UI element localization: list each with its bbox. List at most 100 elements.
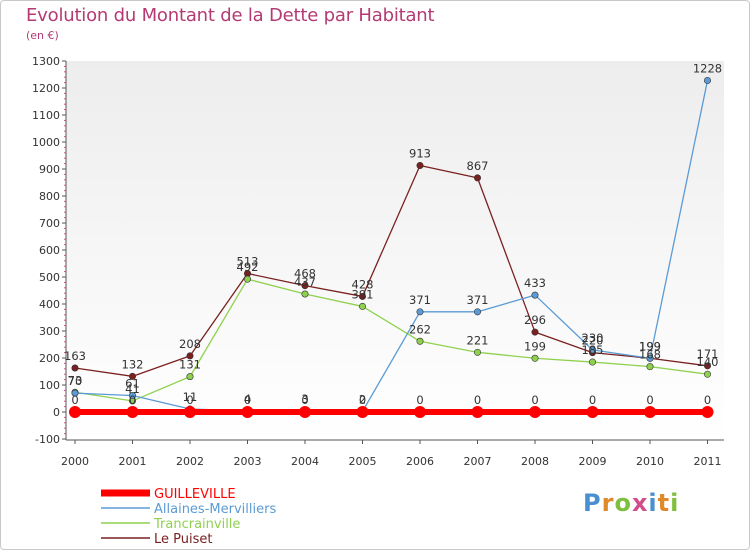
data-label: 0 bbox=[129, 393, 136, 407]
y-tick-label: 1200 bbox=[32, 82, 60, 95]
logo-letter: t bbox=[657, 489, 671, 517]
data-label: 0 bbox=[531, 393, 538, 407]
data-label: 371 bbox=[409, 293, 431, 307]
logo-letter: i bbox=[670, 489, 680, 517]
data-point bbox=[473, 308, 481, 316]
y-tick-label: 300 bbox=[39, 325, 60, 338]
plot-background bbox=[66, 61, 724, 440]
data-point bbox=[358, 292, 366, 300]
data-label: 70 bbox=[68, 374, 83, 388]
x-tick-label: 2003 bbox=[234, 455, 262, 468]
data-label: 371 bbox=[467, 293, 489, 307]
data-labels: 0 0 0 0 0 0 0 0 0 0 0 0 70 61 11 4 3 2 371 371 433 230 199 1228… bbox=[64, 61, 722, 407]
data-label: 3 bbox=[301, 392, 308, 406]
axes: -100010020030040050060070080090010001100… bbox=[32, 55, 724, 468]
data-point bbox=[531, 354, 539, 362]
data-point bbox=[416, 337, 424, 345]
series-line bbox=[74, 80, 709, 413]
y-tick-label: 600 bbox=[39, 244, 60, 257]
logo-letter: i bbox=[648, 489, 658, 517]
logo-letter: o bbox=[614, 489, 632, 517]
y-tick-label: 1300 bbox=[32, 55, 60, 68]
y-tick-label: 800 bbox=[39, 190, 60, 203]
proxiti-logo: Proxiti bbox=[583, 489, 679, 517]
data-point bbox=[241, 406, 254, 418]
data-label: 867 bbox=[467, 159, 489, 173]
series-lines bbox=[74, 80, 709, 415]
chart-title: Evolution du Montant de la Dette par Hab… bbox=[26, 5, 435, 26]
data-point bbox=[186, 352, 194, 360]
data-point bbox=[71, 389, 79, 397]
data-label: 0 bbox=[704, 393, 711, 407]
data-point bbox=[186, 373, 194, 381]
data-label: 391 bbox=[352, 287, 374, 301]
data-point bbox=[473, 348, 481, 356]
data-label: 41 bbox=[125, 382, 140, 396]
data-label: 163 bbox=[64, 349, 86, 363]
data-label: 0 bbox=[244, 393, 251, 407]
data-label: 0 bbox=[359, 393, 366, 407]
y-tick-label: 1100 bbox=[32, 109, 60, 122]
data-label: 199 bbox=[524, 339, 546, 353]
data-label: 913 bbox=[409, 146, 431, 160]
x-tick-label: 2001 bbox=[119, 455, 147, 468]
x-tick-label: 2002 bbox=[176, 455, 204, 468]
data-point bbox=[299, 406, 311, 418]
data-label: 0 bbox=[301, 393, 308, 407]
x-tick-label: 2010 bbox=[636, 455, 664, 468]
data-label: 168 bbox=[639, 348, 661, 362]
data-point bbox=[414, 406, 426, 418]
data-label: 220 bbox=[582, 334, 604, 348]
data-label: 2 bbox=[359, 392, 366, 406]
data-point bbox=[471, 406, 484, 418]
x-tick-label: 2011 bbox=[694, 455, 722, 468]
data-label: 262 bbox=[409, 322, 431, 336]
data-label: 140 bbox=[697, 355, 719, 369]
data-point bbox=[71, 364, 79, 372]
y-tick-label: 0 bbox=[53, 406, 60, 419]
data-label: 468 bbox=[294, 267, 316, 281]
y-tick-label: 700 bbox=[39, 217, 60, 230]
data-label: 433 bbox=[524, 276, 546, 290]
y-tick-label: 400 bbox=[39, 298, 60, 311]
data-point bbox=[646, 354, 654, 362]
data-point bbox=[588, 346, 596, 354]
series-line bbox=[74, 278, 708, 402]
x-tick-label: 2009 bbox=[579, 455, 607, 468]
x-tick-label: 2005 bbox=[349, 455, 377, 468]
data-label: 61 bbox=[125, 377, 140, 391]
logo-letter: x bbox=[631, 489, 649, 517]
data-label: 171 bbox=[697, 347, 719, 361]
x-tick-label: 2007 bbox=[464, 455, 492, 468]
legend-label: GUILLEVILLE bbox=[154, 487, 236, 502]
data-label: 230 bbox=[582, 331, 604, 345]
data-label: 185 bbox=[582, 343, 604, 357]
data-label: 0 bbox=[186, 393, 193, 407]
data-point bbox=[703, 76, 711, 84]
y-tick-label: 200 bbox=[39, 352, 60, 365]
y-tick-label: 900 bbox=[39, 163, 60, 176]
legend-label: Le Puiset bbox=[154, 532, 212, 547]
data-label: 199 bbox=[639, 339, 661, 353]
x-tick-label: 2004 bbox=[291, 455, 319, 468]
data-label: 492 bbox=[237, 260, 259, 274]
data-label: 0 bbox=[71, 393, 78, 407]
data-point bbox=[531, 291, 539, 299]
data-point bbox=[244, 275, 252, 283]
data-point bbox=[473, 174, 481, 182]
data-point bbox=[703, 362, 711, 370]
data-label: 296 bbox=[524, 313, 546, 327]
x-tick-label: 2008 bbox=[521, 455, 549, 468]
series-line bbox=[74, 164, 708, 378]
y-tick-label: -100 bbox=[35, 433, 60, 446]
data-label: 0 bbox=[646, 393, 653, 407]
data-point bbox=[646, 363, 654, 371]
data-point bbox=[129, 392, 137, 400]
data-point bbox=[529, 406, 541, 418]
data-label: 208 bbox=[179, 337, 201, 351]
logo-letter: P bbox=[583, 489, 602, 517]
data-point bbox=[531, 328, 539, 336]
data-label: 131 bbox=[179, 358, 201, 372]
y-tick-label: 500 bbox=[39, 271, 60, 284]
